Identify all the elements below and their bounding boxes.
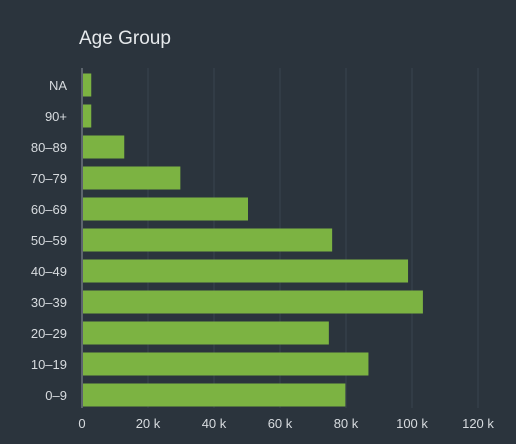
y-tick-label: NA xyxy=(49,78,67,93)
x-tick-label: 80 k xyxy=(334,416,359,431)
bar[interactable] xyxy=(83,73,92,97)
bar[interactable] xyxy=(83,166,181,190)
bar[interactable] xyxy=(83,290,423,314)
bar[interactable] xyxy=(83,135,125,159)
y-tick-labels: NA 90+ 80–89 70–79 60–69 50–59 40–49 30–39 20–29… xyxy=(31,78,67,403)
x-tick-label: 20 k xyxy=(136,416,161,431)
bars xyxy=(83,73,423,407)
y-tick-label: 90+ xyxy=(45,109,67,124)
x-tick-labels: 0 20 k 40 k 60 k 80 k 100 k 120 k xyxy=(78,416,494,431)
y-tick-label: 50–59 xyxy=(31,233,67,248)
y-tick-label: 80–89 xyxy=(31,140,67,155)
y-tick-label: 40–49 xyxy=(31,264,67,279)
bar[interactable] xyxy=(83,197,248,221)
bar[interactable] xyxy=(83,321,329,345)
bar[interactable] xyxy=(83,104,92,128)
x-tick-label: 120 k xyxy=(462,416,494,431)
x-tick-label: 0 xyxy=(78,416,85,431)
y-tick-label: 70–79 xyxy=(31,171,67,186)
y-tick-label: 30–39 xyxy=(31,295,67,310)
bar[interactable] xyxy=(83,259,409,283)
bar[interactable] xyxy=(83,228,333,252)
x-tick-label: 100 k xyxy=(396,416,428,431)
bar[interactable] xyxy=(83,383,346,407)
y-tick-label: 0–9 xyxy=(45,388,67,403)
y-tick-label: 60–69 xyxy=(31,202,67,217)
y-tick-label: 20–29 xyxy=(31,326,67,341)
y-tick-label: 10–19 xyxy=(31,357,67,372)
bar[interactable] xyxy=(83,352,369,376)
x-tick-label: 40 k xyxy=(202,416,227,431)
x-tick-label: 60 k xyxy=(268,416,293,431)
chart-title: Age Group xyxy=(79,28,171,49)
